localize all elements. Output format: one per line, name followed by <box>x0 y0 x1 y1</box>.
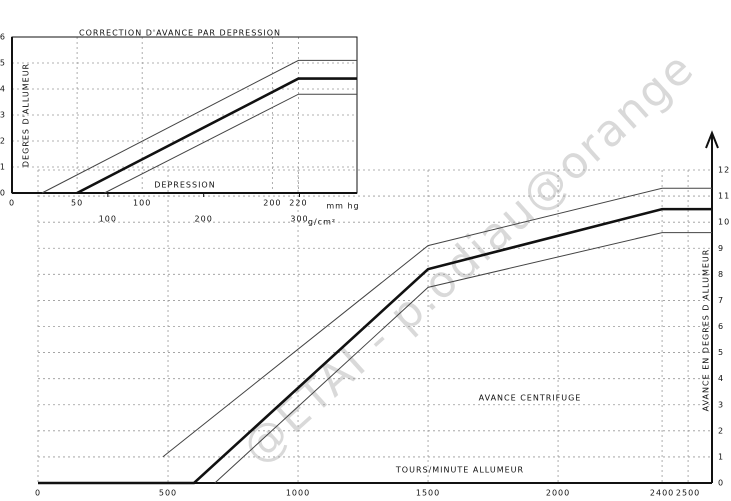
x2-tick-label: 100 <box>99 215 117 224</box>
y-tick-label: 11 <box>718 192 730 201</box>
y-axis-label: DEGRES D'ALLUMEUR <box>22 63 31 167</box>
x2-unit: g/cm² <box>308 218 336 227</box>
x-tick-label: 2500 <box>676 489 700 498</box>
frame <box>11 36 358 194</box>
y-tick-label: 0 <box>718 479 724 488</box>
x-tick-label: 0 <box>9 199 15 208</box>
y-tick-label: 8 <box>718 270 724 279</box>
y-tick-label: 7 <box>718 296 724 305</box>
curve <box>104 93 357 194</box>
y-tick-label: 5 <box>718 348 724 357</box>
annotation: AVANCE CENTRIFUGE <box>479 394 582 403</box>
y-tick-label: 4 <box>0 85 6 94</box>
annotation: DEPRESSION <box>154 181 215 190</box>
y-tick-label: 2 <box>0 137 6 146</box>
y-tick-label: 4 <box>718 374 724 383</box>
x-tick-label: 2400 <box>650 489 674 498</box>
curve <box>76 77 357 195</box>
x-tick-label: 100 <box>133 199 151 208</box>
y-tick-label: 3 <box>0 111 6 120</box>
y-tick-label: 6 <box>718 322 724 331</box>
curve <box>41 59 357 194</box>
x-tick-label: 220 <box>289 199 307 208</box>
x2-tick-label: 300 <box>290 215 308 224</box>
y-tick-label: 10 <box>718 218 730 227</box>
x2-tick-label: 200 <box>195 215 213 224</box>
x-unit: mm hg <box>326 202 359 211</box>
curve <box>162 187 712 458</box>
x-axis-label: TOURS/MINUTE ALLUMEUR <box>395 466 524 475</box>
y-tick-label: 2 <box>718 426 724 435</box>
curve <box>38 207 712 485</box>
x-tick-label: 500 <box>159 489 177 498</box>
y-tick-label: 9 <box>718 244 724 253</box>
y-tick-label: 5 <box>0 59 6 68</box>
x-tick-label: 50 <box>71 199 83 208</box>
x-tick-label: 0 <box>35 489 41 498</box>
x-tick-label: 200 <box>263 199 281 208</box>
y-tick-label: 12 <box>718 166 730 175</box>
curve <box>214 232 712 484</box>
axis-arrow <box>705 130 719 170</box>
y-tick-label: 0 <box>0 189 6 198</box>
x-tick-label: 1500 <box>416 489 440 498</box>
chart-title: CORRECTION D'AVANCE PAR DEPRESSION <box>79 29 281 38</box>
y-tick-label: 1 <box>718 452 724 461</box>
y-tick-label: 6 <box>0 33 6 42</box>
y-axis-label: AVANCE EN DEGRES D ALLUMEUR <box>702 249 711 412</box>
y-tick-label: 1 <box>0 163 6 172</box>
x-tick-label: 1000 <box>286 489 310 498</box>
y-tick-label: 3 <box>718 400 724 409</box>
x-tick-label: 2000 <box>546 489 570 498</box>
